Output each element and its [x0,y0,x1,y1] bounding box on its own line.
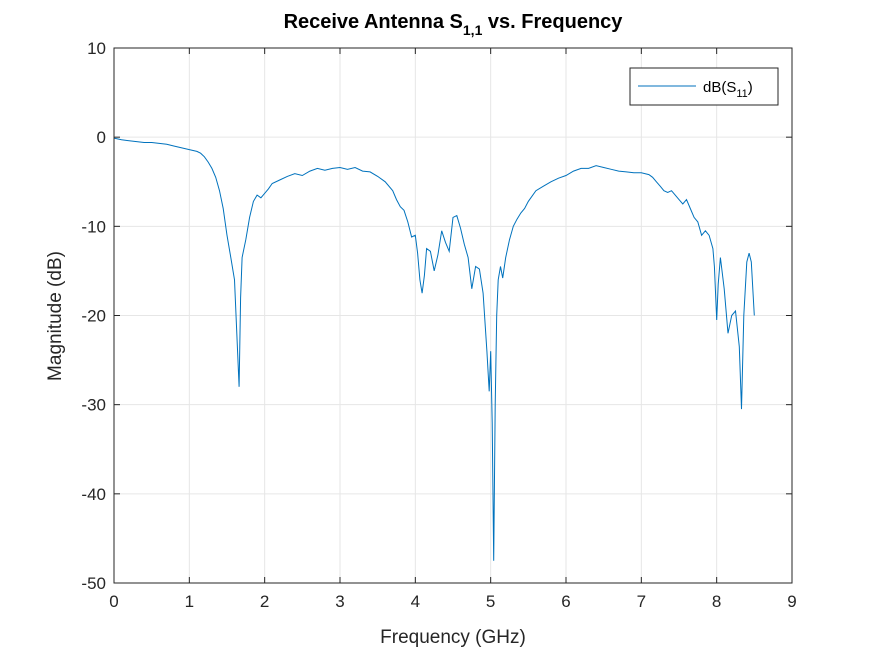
y-tick-label: -20 [81,307,106,326]
series-line-s11 [113,137,755,561]
x-tick-label: 0 [109,592,118,611]
x-tick-label: 7 [637,592,646,611]
y-tick-label: 0 [97,128,106,147]
legend: dB(S11) [629,67,779,106]
y-tick-label: -30 [81,396,106,415]
y-axis-ticks: -50 -40 -30 -20 -10 0 10 [81,39,792,593]
series-group [113,137,755,561]
x-tick-label: 4 [411,592,420,611]
x-tick-label: 8 [712,592,721,611]
y-tick-label: -50 [81,574,106,593]
x-tick-label: 6 [561,592,570,611]
chart-title-subscript: 1,1 [463,22,483,38]
x-tick-label: 2 [260,592,269,611]
x-axis-ticks: 0 1 2 3 4 5 6 7 8 9 [109,48,797,611]
chart-title-suffix: vs. Frequency [482,11,623,33]
plot-area: 0 1 2 3 4 5 6 7 8 9 -50 -40 -30 -20 -10 0 10 [81,39,796,611]
x-tick-label: 9 [787,592,796,611]
x-axis-label: Frequency (GHz) [380,627,526,648]
x-tick-label: 5 [486,592,495,611]
legend-entry-s11: dB(S11) [703,79,753,100]
y-tick-label: -40 [81,485,106,504]
x-tick-label: 1 [185,592,194,611]
legend-entry-suffix: ) [748,79,753,96]
x-tick-label: 3 [335,592,344,611]
chart-title-main: Receive Antenna S [284,11,463,33]
y-tick-label: 10 [87,39,106,58]
legend-entry-subscript: 11 [736,88,747,100]
y-axis-label: Magnitude (dB) [45,251,66,381]
legend-entry-prefix: dB(S [703,79,736,96]
chart-title: Receive Antenna S1,1 vs. Frequency [284,11,624,38]
y-tick-label: -10 [81,217,106,236]
